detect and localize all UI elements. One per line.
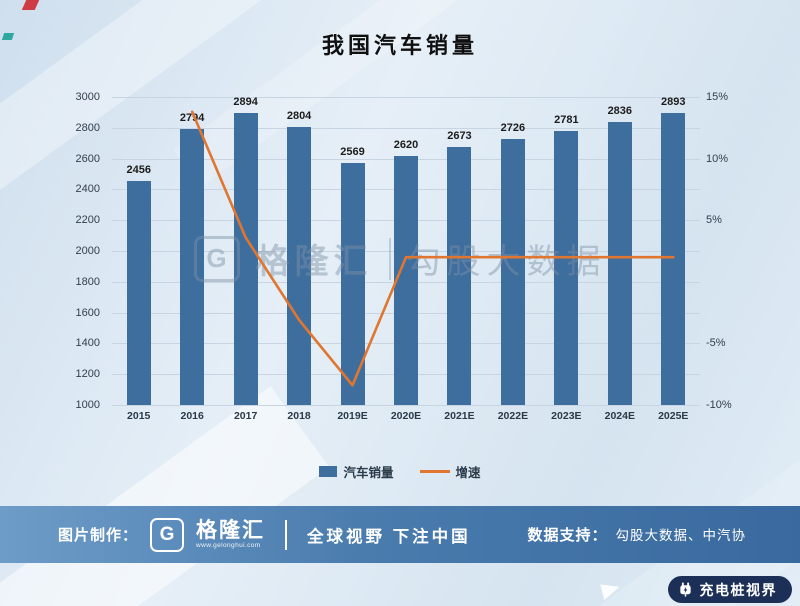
left-axis-tick: 1600 [75, 306, 100, 319]
bar-value-2016: 2794 [179, 111, 205, 124]
chart-title: 我国汽车销量 [321, 33, 478, 58]
legend-bar-swatch [319, 466, 338, 477]
bar-2025E [661, 113, 686, 405]
x-axis-tick-2024E: 2024E [604, 410, 635, 422]
bar-2024E [607, 122, 632, 405]
left-axis-tick: 1000 [75, 399, 100, 411]
gridline [112, 97, 700, 98]
x-axis-tick-2021E: 2021E [444, 410, 475, 422]
right-axis-tick: 10% [706, 152, 729, 165]
x-axis-tick-2025E: 2025E [658, 410, 689, 422]
x-axis-tick-2023E: 2023E [551, 410, 582, 422]
left-axis-tick: 1200 [75, 368, 100, 381]
channel-badge: 充电桩视界 [667, 576, 792, 603]
bar-value-2015: 2456 [126, 163, 151, 176]
channel-badge-label: 充电桩视界 [699, 581, 777, 598]
right-axis: 15% 10% 5% -5% -10% [704, 91, 756, 411]
bar-2018 [287, 127, 312, 405]
right-axis-tick: -10% [706, 399, 732, 411]
footer-strip: 图片制作： G 格隆汇 www.gelonghui.com 全球视野 下注中国 … [0, 506, 800, 563]
bar-2017 [233, 113, 258, 405]
right-axis-tick: 15% [706, 91, 729, 103]
legend: 汽车销量 增速 [0, 462, 800, 481]
x-axis: 2015 2016 2017 2018 2019E 2020E 2021E 2022E 2023… [112, 410, 700, 426]
bar-value-2022E: 2726 [500, 122, 526, 135]
bar-value-2019E: 2569 [340, 146, 365, 159]
decor-arrow [600, 580, 622, 600]
gelonghui-brand: 格隆汇 www.gelonghui.com [196, 520, 265, 550]
gridline [112, 127, 700, 129]
left-axis-tick: 2600 [75, 152, 100, 165]
bar-2016 [180, 128, 205, 405]
data-support-sources: 勾股大数据、中汽协 [615, 528, 746, 543]
growth-line [190, 110, 675, 387]
x-axis-tick-2016: 2016 [180, 410, 204, 422]
bar-2015 [126, 180, 151, 405]
bar-2020E [394, 155, 418, 405]
bar-value-2024E: 2836 [607, 105, 633, 118]
left-axis-tick: 1800 [75, 275, 100, 288]
left-axis-tick: 2400 [75, 183, 100, 196]
legend-item-sales: 汽车销量 [319, 462, 394, 481]
legend-bar-label: 汽车销量 [343, 466, 394, 480]
gelonghui-logo-icon: G [150, 517, 185, 552]
bar-2023E [554, 130, 579, 405]
data-support: 数据支持： 勾股大数据、中汽协 [527, 524, 746, 545]
left-axis: 3000 2800 2600 2400 2200 2000 1800 1600 1400 1200… [58, 91, 106, 411]
x-axis-tick-2017: 2017 [233, 410, 258, 422]
gridline [112, 405, 700, 406]
x-axis-tick-2015: 2015 [127, 410, 151, 422]
x-axis-tick-2019E: 2019E [337, 410, 368, 422]
footer-slogan: 全球视野 下注中国 [307, 527, 471, 546]
left-axis-tick: 2800 [75, 121, 100, 134]
legend-line-swatch [419, 470, 450, 473]
x-axis-tick-2022E: 2022E [497, 410, 529, 422]
x-axis-tick-2018: 2018 [287, 410, 311, 422]
left-axis-tick: 1400 [75, 337, 100, 350]
footer-divider [285, 519, 288, 550]
bar-value-2021E: 2673 [447, 130, 472, 143]
bar-value-2017: 2894 [233, 96, 258, 109]
bar-value-2023E: 2781 [554, 113, 579, 126]
left-axis-tick: 3000 [75, 91, 100, 103]
plot-area: 2456 2794 2894 2804 2569 2620 2673 2726 2781 2836… [112, 96, 700, 406]
right-axis-tick: -5% [706, 337, 726, 350]
bar-2022E [500, 139, 525, 405]
corner-red-mark [21, 0, 40, 10]
bar-value-2020E: 2620 [393, 138, 419, 151]
bar-2021E [447, 147, 472, 405]
brand-name: 格隆汇 [196, 518, 266, 542]
bar-value-2018: 2804 [286, 110, 312, 123]
left-axis-tick: 2200 [75, 214, 100, 227]
x-axis-tick-2020E: 2020E [390, 410, 422, 422]
made-by-label: 图片制作： [58, 527, 139, 544]
right-axis-tick: 5% [706, 214, 722, 227]
data-support-label: 数据支持： [527, 527, 608, 544]
legend-line-label: 增速 [455, 466, 481, 480]
legend-item-growth: 增速 [419, 462, 481, 481]
left-axis-tick: 2000 [75, 245, 100, 257]
charging-plug-icon [678, 582, 693, 597]
bar-value-2025E: 2893 [661, 96, 686, 109]
brand-url: www.gelonghui.com [196, 541, 261, 549]
